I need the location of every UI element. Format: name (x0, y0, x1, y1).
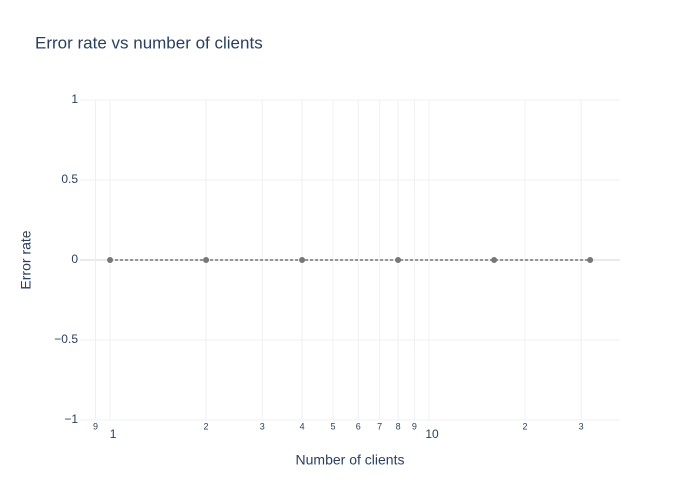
x-minor-tick-label: 6 (356, 421, 361, 431)
x-minor-tick-label: 4 (300, 421, 305, 431)
x-tick-label: 10 (425, 427, 439, 441)
chart-title: Error rate vs number of clients (35, 33, 263, 52)
x-minor-tick-label: 9 (412, 421, 417, 431)
data-point (395, 257, 402, 263)
data-point (587, 257, 594, 263)
x-axis-label: Number of clients (296, 452, 405, 468)
y-tick-label: 1 (71, 92, 78, 106)
data-point (491, 257, 498, 263)
y-tick-label: 0.5 (61, 172, 78, 186)
x-minor-tick-label: 9 (93, 421, 98, 431)
data-point (299, 257, 306, 263)
data-point (107, 257, 114, 263)
x-tick-label: 1 (110, 427, 117, 441)
x-minor-tick-label: 2 (523, 421, 528, 431)
y-tick-label: 0 (71, 252, 78, 266)
y-tick-label: −0.5 (54, 332, 78, 346)
x-minor-tick-label: 8 (396, 421, 401, 431)
y-tick-label: −1 (64, 412, 78, 426)
y-axis-label: Error rate (18, 230, 34, 289)
x-minor-tick-label: 7 (377, 421, 382, 431)
x-minor-tick-label: 5 (330, 421, 335, 431)
data-point (203, 257, 210, 263)
x-minor-tick-label: 3 (260, 421, 265, 431)
x-minor-tick-label: 2 (204, 421, 209, 431)
x-minor-tick-label: 3 (579, 421, 584, 431)
